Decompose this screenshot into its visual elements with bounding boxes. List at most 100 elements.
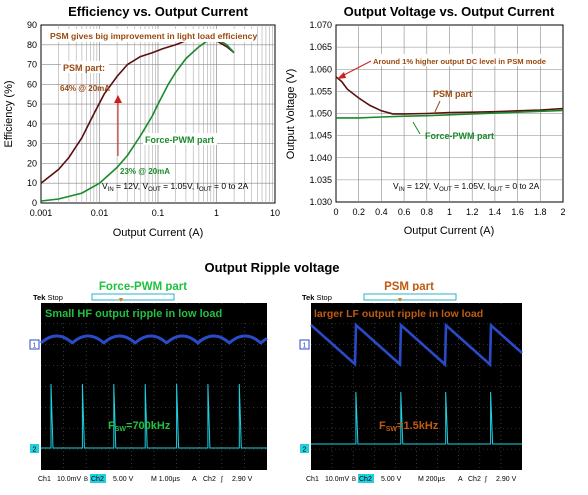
scope-pwm-footer-ch2-bg — [90, 474, 106, 483]
voltage-y-tick-label: 1.070 — [309, 20, 332, 30]
psm-improvement-note: PSM gives big improvement in light load … — [50, 31, 257, 41]
scope-psm-mode-label: PSM part — [384, 281, 434, 293]
scope-pwm-ch1-marker-label: 1 — [33, 343, 37, 350]
efficiency-y-tick-label: 60 — [27, 79, 37, 89]
voltage-x-tick-label: 1 — [447, 207, 452, 217]
dc-level-arrow-head — [337, 72, 346, 79]
efficiency-grid — [41, 25, 275, 203]
scope-psm-ch2-marker — [300, 444, 309, 453]
scope-pwm-footer: Ch1 10.0mV B Ch2 5.00 V M 1.00µs A Ch2 ∫… — [38, 474, 253, 483]
voltage-x-tick-label: 2 — [560, 207, 565, 217]
voltage-y-tick-label: 1.050 — [309, 109, 332, 119]
scope-psm-screen — [311, 303, 522, 470]
efficiency-chart: Efficiency vs. Output Current 0 10 20 30 40 5… — [3, 4, 280, 239]
voltage-x-tick-label: 1.6 — [511, 207, 524, 217]
pwm-23-pct-label: 23% @ 20mA — [120, 167, 170, 176]
voltage-x-tick-label: 0.4 — [375, 207, 388, 217]
voltage-chart-title: Output Voltage vs. Output Current — [344, 4, 555, 19]
scope-psm-footer-trig-level: 2.90 V — [496, 476, 517, 483]
output-voltage-chart: Output Voltage vs. Output Current 1.030 1… — [285, 4, 566, 237]
voltage-x-tick-label: 0.2 — [352, 207, 365, 217]
scope-psm-trigger-marker — [398, 298, 402, 302]
efficiency-y-tick-label: 50 — [27, 99, 37, 109]
scope-psm-freq: FSW=1.5kHz — [379, 420, 439, 433]
scope-pwm-footer-trig-slope: ∫ — [220, 476, 224, 483]
efficiency-x-tick-label: 1 — [214, 208, 219, 218]
scope-psm-ch2-trace — [311, 391, 522, 445]
scope-pwm-footer-trig-letter: A — [192, 476, 197, 483]
scope-psm-note-bg — [312, 305, 520, 320]
efficiency-x-ticks: 0.001 0.01 0.1 1 10 — [30, 208, 280, 218]
scope-pwm-trigger-marker — [119, 298, 123, 302]
voltage-x-axis-label: Output Current (A) — [404, 225, 494, 237]
scope-pwm-freq: FSW=700kHz — [108, 420, 171, 433]
scope-pwm-footer-ch2-scale: 5.00 V — [113, 476, 134, 483]
efficiency-x-tick-label: 0.01 — [91, 208, 109, 218]
dc-level-note: Around 1% higher output DC level in PSM … — [373, 57, 546, 66]
scope-psm: PSM part Tek Stop larger LF output rippl… — [299, 281, 528, 487]
voltage-conditions: VIN = 12V, VOUT = 1.05V, IOUT = 0 to 2A — [393, 181, 540, 193]
voltage-y-tick-label: 1.030 — [309, 197, 332, 207]
scope-psm-footer-ch2-scale: 5.00 V — [381, 476, 402, 483]
voltage-psm-leader — [433, 100, 441, 115]
scope-psm-footer-ch2-bg — [358, 474, 374, 483]
scope-psm-footer-trig-slope: ∫ — [484, 476, 488, 483]
scope-pwm-ch1-marker — [29, 339, 40, 350]
scope-pwm-ch2-marker-label: 2 — [33, 447, 37, 454]
scope-pwm-mode-label: Force-PWM part — [99, 281, 187, 293]
scope-psm-ch2-marker-label: 2 — [303, 447, 307, 454]
scope-psm-note: larger LF output ripple in low load — [314, 308, 483, 320]
dc-level-arrow-shaft — [341, 60, 372, 77]
scope-pwm: Force-PWM part Tek Stop Small HF output … — [29, 281, 274, 487]
efficiency-x-tick-label: 0.001 — [30, 208, 53, 218]
ripple-section-title: Output Ripple voltage — [204, 260, 339, 275]
voltage-x-tick-label: 0.8 — [421, 207, 434, 217]
voltage-psm-line — [335, 76, 564, 115]
voltage-y-tick-label: 1.065 — [309, 42, 332, 52]
efficiency-y-tick-label: 0 — [32, 198, 37, 208]
psm-part-label: PSM part: — [63, 63, 105, 73]
efficiency-x-tick-label: 0.1 — [152, 208, 165, 218]
efficiency-y-tick-label: 30 — [27, 139, 37, 149]
scope-pwm-footer-ch1: Ch1 — [38, 476, 51, 483]
scope-pwm-note: Small HF output ripple in low load — [45, 308, 222, 320]
scope-psm-footer-trig-letter: A — [458, 476, 463, 483]
scope-pwm-ch2-trace — [41, 383, 267, 449]
scope-pwm-footer-ch1-bw: B — [84, 477, 88, 483]
pwm-part-label-bg — [143, 133, 217, 145]
psm-64-pct-label: 64% @ 20mA — [60, 84, 110, 93]
efficiency-y-tick-label: 10 — [27, 178, 37, 188]
scope-psm-footer-ch1: Ch1 — [306, 476, 319, 483]
efficiency-y-tick-label: 80 — [27, 40, 37, 50]
scope-psm-footer-ch1-bw: B — [352, 477, 356, 483]
efficiency-conditions: VIN = 12V, VOUT = 1.05V, IOUT = 0 to 2A — [102, 181, 249, 193]
voltage-x-tick-label: 1.8 — [534, 207, 547, 217]
voltage-y-tick-label: 1.060 — [309, 64, 332, 74]
efficiency-chart-title: Efficiency vs. Output Current — [68, 4, 249, 19]
scope-pwm-footer-ch1-scale: 10.0mV — [57, 476, 81, 483]
scope-pwm-footer-ch2: Ch2 — [91, 476, 104, 483]
psm-part-label-bg — [61, 61, 109, 73]
psm-improvement-note-bg — [47, 29, 257, 42]
scope-psm-footer-timebase: M 200µs — [418, 476, 445, 483]
scope-psm-tek-label: Tek Stop — [302, 293, 332, 302]
voltage-x-tick-label: 1.2 — [466, 207, 479, 217]
efficiency-x-tick-label: 10 — [270, 208, 280, 218]
voltage-y-tick-label: 1.045 — [309, 131, 332, 141]
voltage-y-axis-label: Output Voltage (V) — [285, 69, 297, 160]
scope-pwm-note-bg — [43, 305, 264, 320]
scope-psm-ch1-trace — [310, 322, 523, 368]
efficiency-y-ticks: 0 10 20 30 40 50 60 70 80 90 — [27, 20, 37, 208]
scope-pwm-footer-trig-level: 2.90 V — [232, 476, 253, 483]
scope-pwm-ch2-marker — [30, 444, 39, 453]
scope-psm-trigger-bar — [363, 293, 457, 301]
voltage-x-ticks: 0 0.2 0.4 0.6 0.8 1 1.2 1.4 1.6 1.8 2 — [333, 207, 565, 217]
voltage-psm-label: PSM part — [433, 89, 472, 99]
pwm-part-label: Force-PWM part — [145, 135, 214, 145]
efficiency-y-tick-label: 70 — [27, 60, 37, 70]
improvement-arrow-head — [114, 95, 122, 103]
efficiency-y-tick-label: 40 — [27, 119, 37, 129]
scope-psm-ch1-marker-label: 1 — [303, 343, 307, 350]
efficiency-y-tick-label: 20 — [27, 158, 37, 168]
